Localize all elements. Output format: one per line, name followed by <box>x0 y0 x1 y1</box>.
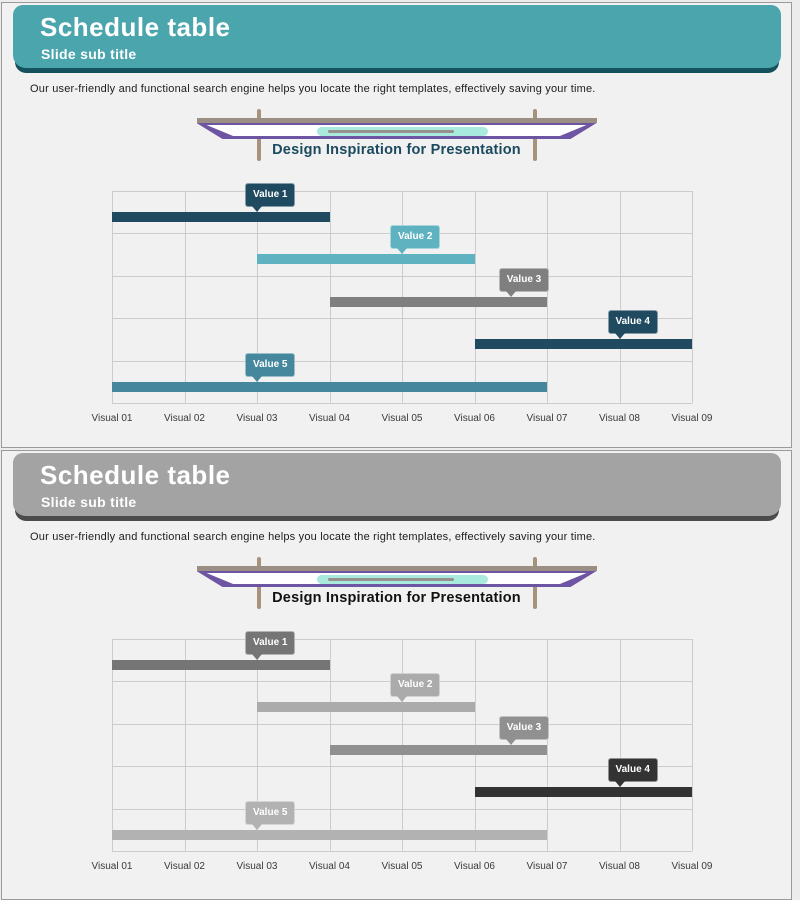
gantt-chart: Value 1 Value 2 Value 3 Value 4 Value 5 <box>112 631 693 852</box>
table-edge-bar <box>196 118 597 123</box>
gantt-bar <box>257 702 475 713</box>
slide-title: Schedule table <box>40 460 231 490</box>
bar-value-label: Value 5 <box>245 352 296 382</box>
gridline-vertical <box>112 639 113 851</box>
axis-tick-label: Visual 07 <box>526 413 568 424</box>
gridline-horizontal <box>112 851 692 852</box>
gantt-bar <box>257 254 475 265</box>
gridline-horizontal <box>112 275 692 277</box>
gridline-vertical <box>619 639 621 851</box>
slide-subtitle: Slide sub title <box>41 494 137 510</box>
gridline-horizontal <box>112 723 692 725</box>
slide-subtitle: Slide sub title <box>41 46 137 62</box>
gridline-horizontal <box>112 766 692 768</box>
axis-tick-label: Visual 05 <box>381 413 423 424</box>
table-face <box>206 573 587 584</box>
axis-tick-label: Visual 04 <box>309 861 350 872</box>
bar-value-label: Value 2 <box>390 225 441 255</box>
table-reflection-line <box>328 130 454 133</box>
gantt-bar <box>112 829 547 840</box>
slide-description: Our user-friendly and functional search … <box>30 531 596 543</box>
gantt-bar <box>329 744 547 755</box>
bar-value-label: Value 3 <box>498 267 550 297</box>
table-top-icon <box>196 123 597 139</box>
gantt-bar <box>112 212 330 222</box>
axis-tick-label: Visual 06 <box>454 861 495 872</box>
gridline-vertical <box>184 191 186 403</box>
hanging-table-graphic: Design Inspiration for Presentation <box>196 106 597 164</box>
gridline-horizontal <box>112 318 692 320</box>
gridline-vertical <box>692 639 693 851</box>
axis-tick-label: Visual 08 <box>599 413 640 424</box>
table-reflection-line <box>328 578 454 581</box>
table-edge-bar <box>196 566 597 571</box>
bar-value-label: Value 1 <box>245 631 296 660</box>
axis-tick-label: Visual 09 <box>671 861 713 872</box>
bar-value-label: Value 5 <box>245 800 296 830</box>
gantt-bar <box>112 660 330 670</box>
slide-title: Schedule table <box>40 12 231 42</box>
hanging-table-graphic: Design Inspiration for Presentation <box>196 554 597 612</box>
gridline-vertical <box>547 639 548 851</box>
gridline-vertical <box>619 191 621 403</box>
slide-preview-color[interactable]: Schedule table Slide sub title Our user-… <box>1 2 792 448</box>
x-axis-labels: Visual 01 Visual 02 Visual 03 Visual 04 Visu… <box>92 861 713 875</box>
axis-tick-label: Visual 02 <box>164 413 205 424</box>
gantt-bar <box>474 787 692 798</box>
banner-caption: Design Inspiration for Presentation <box>272 590 521 606</box>
bar-value-label: Value 4 <box>607 758 658 788</box>
slide-header: Schedule table Slide sub title <box>13 5 781 68</box>
gridline-horizontal <box>112 403 692 404</box>
axis-tick-label: Visual 02 <box>164 861 205 872</box>
table-top-icon <box>196 571 597 587</box>
gantt-bar <box>474 339 692 350</box>
gridline-vertical <box>692 191 693 403</box>
bar-value-label: Value 3 <box>498 715 550 745</box>
slide-description: Our user-friendly and functional search … <box>30 83 596 95</box>
slide-header: Schedule table Slide sub title <box>13 453 781 516</box>
banner-caption: Design Inspiration for Presentation <box>272 142 521 158</box>
gridline-horizontal <box>112 639 692 640</box>
gridline-vertical <box>257 191 258 403</box>
bar-value-label: Value 4 <box>607 310 658 340</box>
gridline-horizontal <box>112 360 692 362</box>
axis-tick-label: Visual 09 <box>671 413 713 424</box>
gridline-vertical <box>257 639 258 851</box>
gantt-chart: Value 1 Value 2 Value 3 Value 4 Value 5 <box>112 183 693 404</box>
x-axis-labels: Visual 01 Visual 02 Visual 03 Visual 04 Visu… <box>92 413 713 427</box>
gridline-horizontal <box>112 191 692 192</box>
bar-value-label: Value 1 <box>245 183 296 212</box>
axis-tick-label: Visual 01 <box>91 413 133 424</box>
axis-tick-label: Visual 07 <box>526 861 568 872</box>
axis-tick-label: Visual 04 <box>309 413 350 424</box>
axis-tick-label: Visual 08 <box>599 861 640 872</box>
axis-tick-label: Visual 03 <box>236 861 278 872</box>
gantt-bar <box>329 296 547 307</box>
table-face <box>206 125 587 136</box>
gridline-vertical <box>112 191 113 403</box>
axis-tick-label: Visual 05 <box>381 861 423 872</box>
axis-tick-label: Visual 03 <box>236 413 278 424</box>
slide-preview-grayscale[interactable]: Schedule table Slide sub title Our user-… <box>1 450 792 900</box>
axis-tick-label: Visual 06 <box>454 413 495 424</box>
bar-value-label: Value 2 <box>390 673 441 703</box>
gridline-vertical <box>547 191 548 403</box>
gridline-horizontal <box>112 808 692 810</box>
gantt-bar <box>112 381 547 392</box>
gridline-vertical <box>184 639 186 851</box>
axis-tick-label: Visual 01 <box>91 861 133 872</box>
